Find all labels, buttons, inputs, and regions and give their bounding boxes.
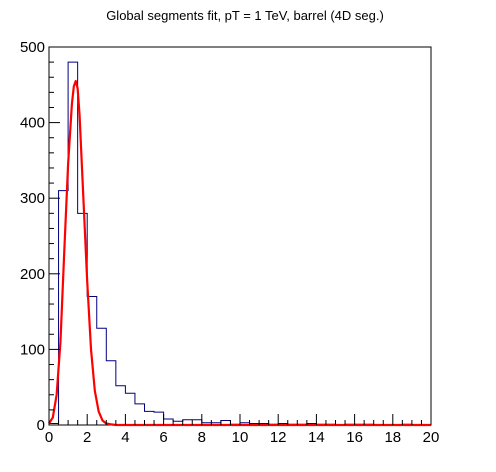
y-tick-label: 200 [20,266,45,283]
x-tick-label: 4 [121,429,129,446]
x-tick-label: 14 [308,429,325,446]
x-tick-label: 0 [45,429,53,446]
fit-curve [48,79,431,427]
y-tick-label: 400 [20,115,45,132]
x-tick-label: 10 [232,429,249,446]
plot-frame [48,46,432,426]
y-tick-label: 500 [20,39,45,56]
y-tick-label: 100 [20,341,45,358]
x-tick-label: 18 [384,429,401,446]
x-tick-label: 12 [270,429,287,446]
y-tick-label: 0 [37,417,45,434]
x-tick-label: 16 [346,429,363,446]
x-tick-label: 8 [198,429,206,446]
histogram-series [49,61,431,426]
y-tick-label: 300 [20,190,45,207]
x-axis: 0 2 4 6 8 10 12 14 16 18 20 [45,414,440,446]
chart-title: Global segments fit, pT = 1 TeV, barrel … [106,8,384,23]
x-tick-label: 2 [83,429,91,446]
x-tick-label: 20 [423,429,440,446]
plot-area [48,46,432,427]
x-tick-label: 6 [159,429,167,446]
y-axis: 0 100 200 300 400 500 [20,39,60,434]
